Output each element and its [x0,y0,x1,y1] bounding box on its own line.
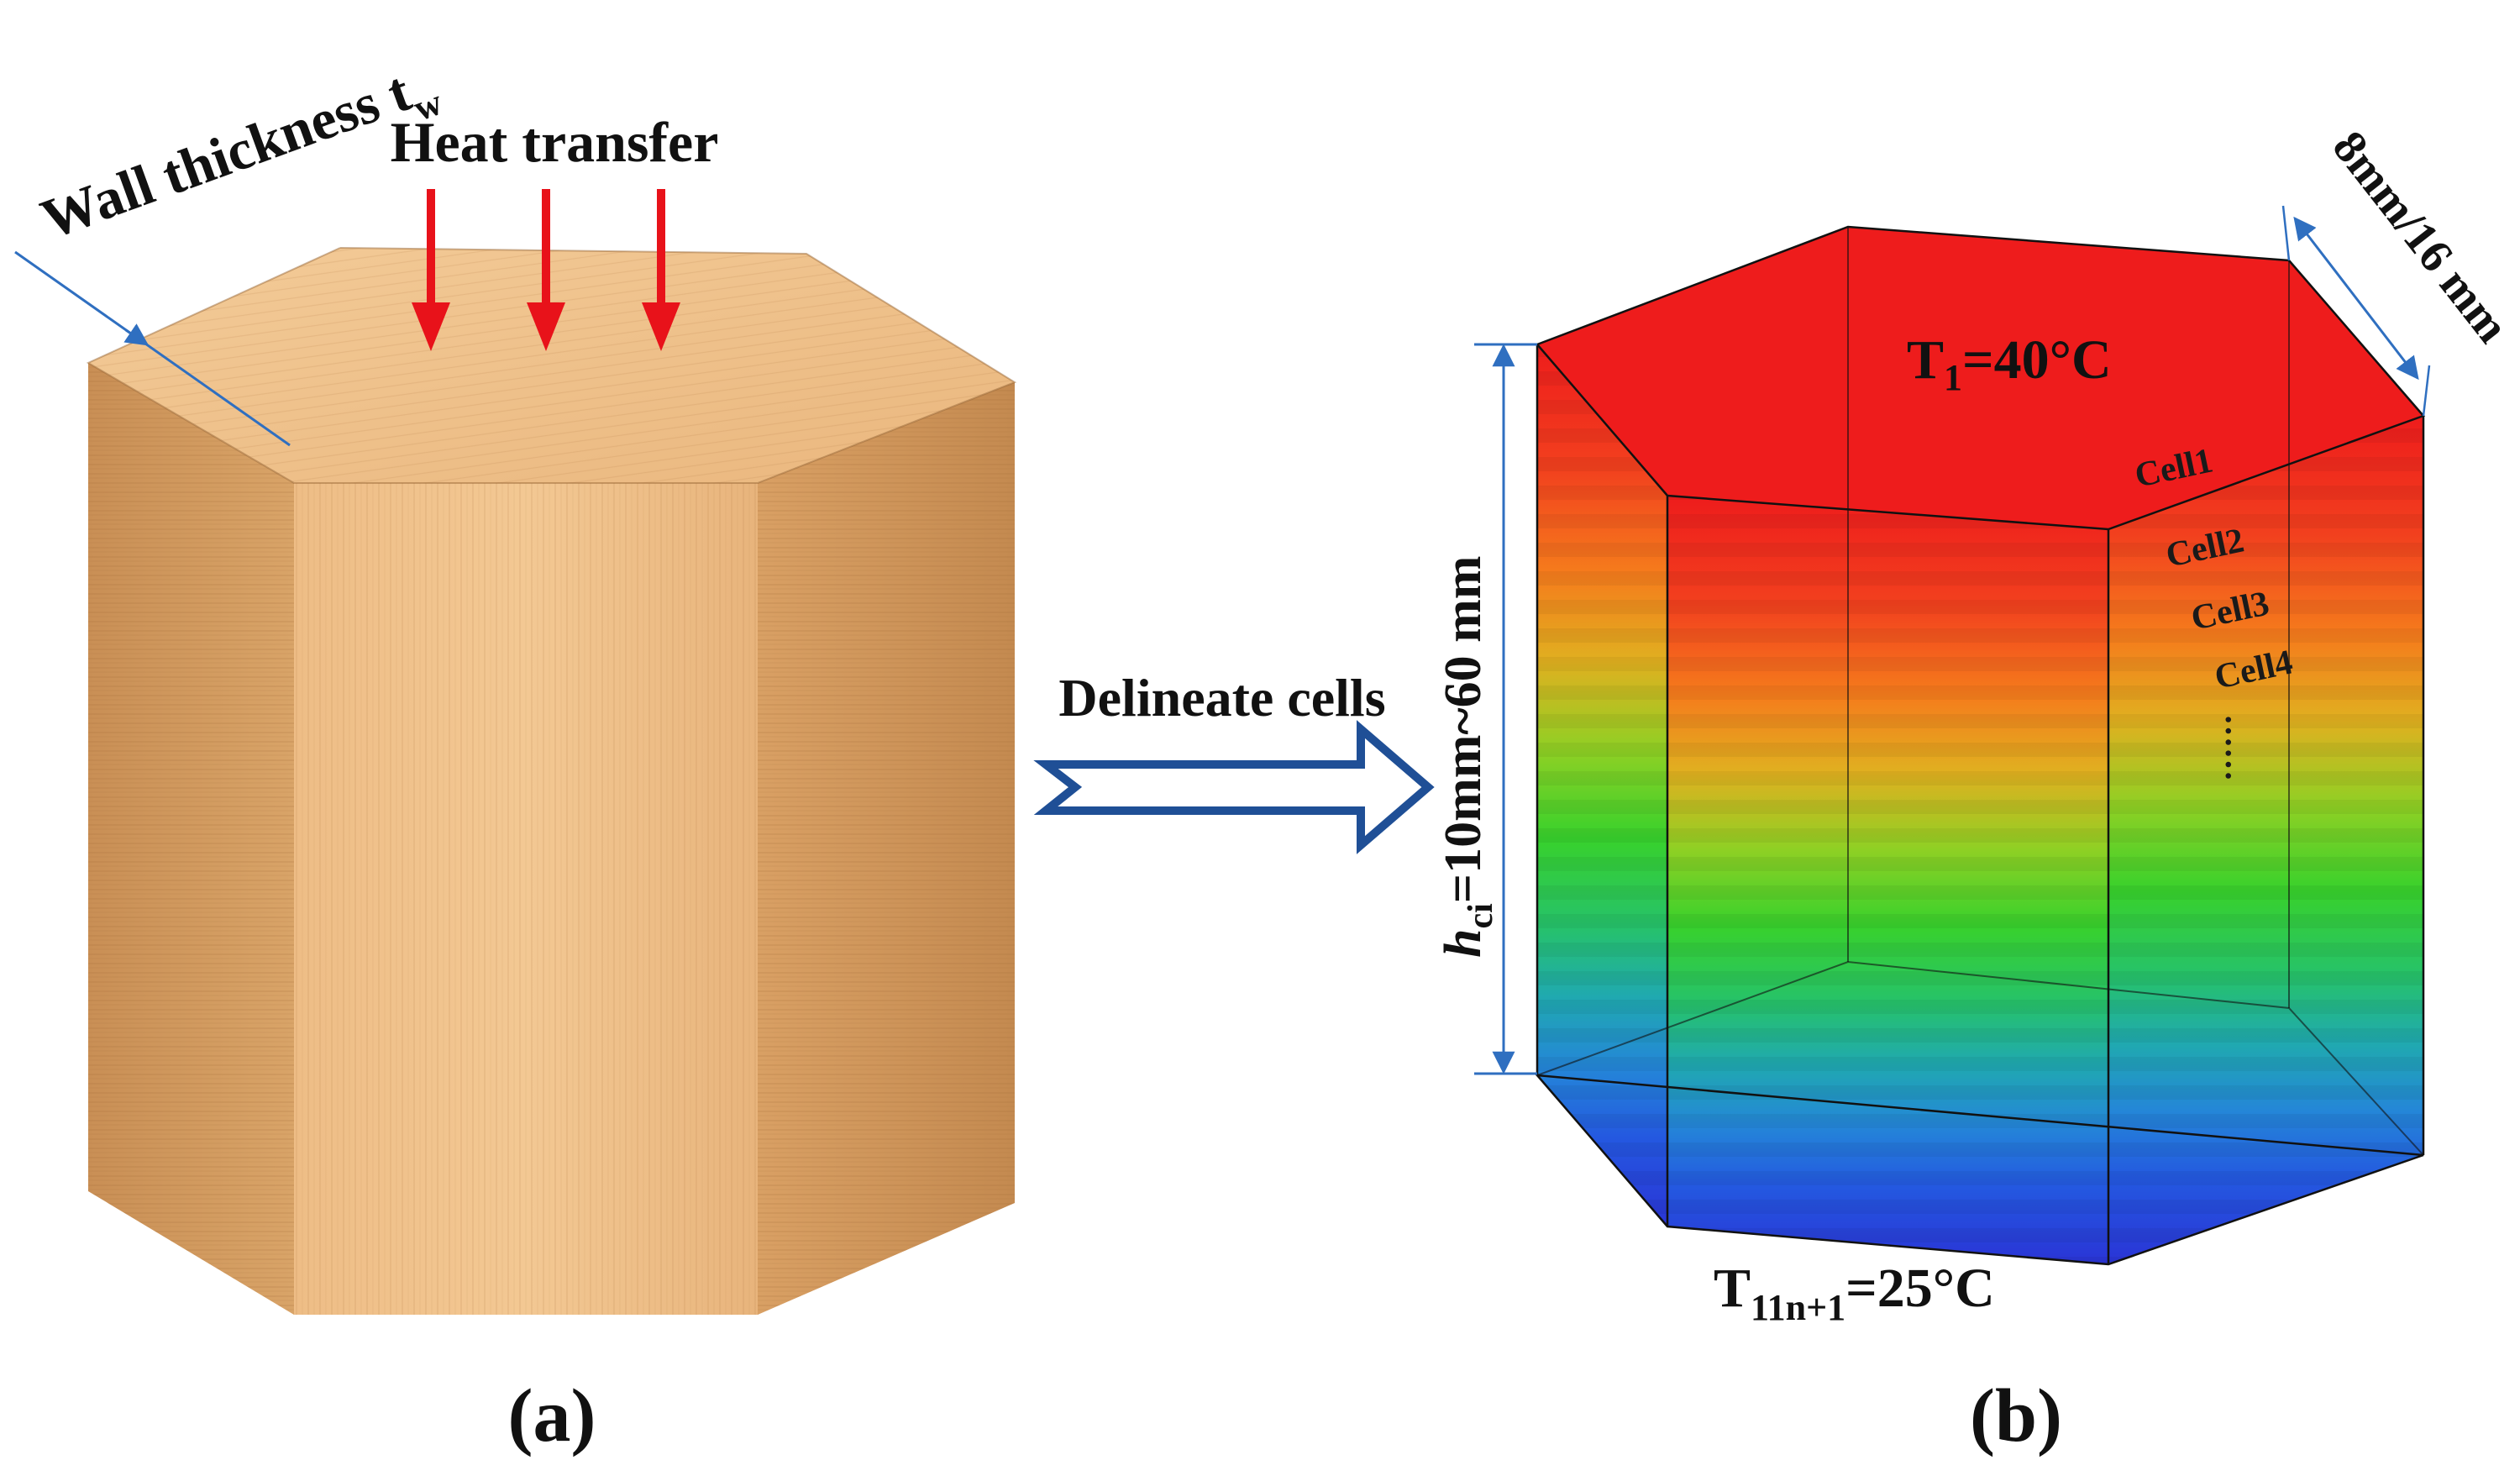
wall-thickness-label: Wall thickness tw [33,50,448,261]
cell-ellipsis: …… [2218,714,2256,781]
side-dimension-label: 8mm/16 mm [2323,122,2519,353]
thermal-top-face [1537,227,2423,529]
caption-a: (a) [508,1374,596,1458]
heat-arrow [527,189,565,351]
thermal-hexagonal-prism [1535,225,2426,1266]
heat-transfer-label: Heat transfer [391,110,719,174]
delineate-cells-label: Delineate cells [1058,668,1385,727]
height-dimension [1474,343,1537,1075]
heat-arrow [642,189,680,351]
bottom-temperature-label: T11n+1=25°C [1714,1258,1995,1328]
side-dimension [2281,205,2431,417]
height-label: hci=10mm~60 mm [1435,556,1500,958]
top-temperature-label: T1=40°C [1907,329,2112,398]
hollow-right-arrow [1033,720,1435,854]
heat-transfer-arrows [412,189,680,351]
wood-hexagonal-prism [86,247,1017,1315]
caption-b: (b) [1970,1374,2062,1458]
wall-thickness-dimension [14,250,291,447]
heat-arrow [412,189,450,351]
